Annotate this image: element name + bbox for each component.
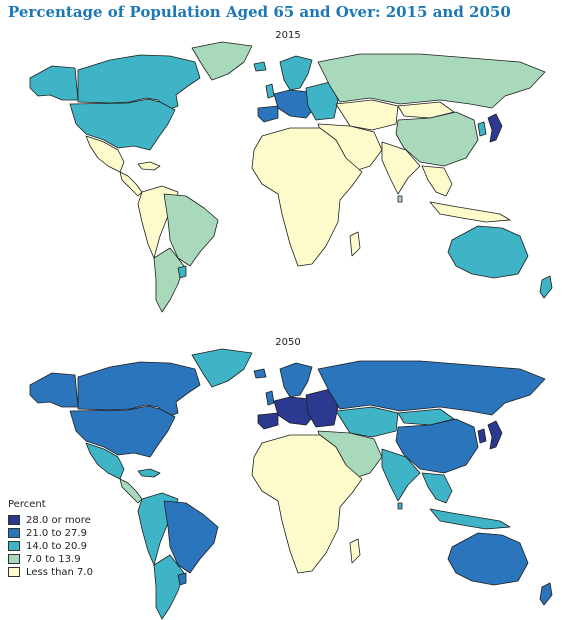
region-korea [477, 428, 487, 444]
region-usa [69, 98, 176, 151]
map-year-label-2050: 2050 [275, 337, 301, 348]
region-caribbean [137, 161, 161, 171]
region-indonesia [429, 508, 511, 530]
legend: Percent 28.0 or more 21.0 to 27.9 14.0 to … [8, 499, 148, 579]
region-greenland [191, 41, 253, 81]
legend-label: Less than 7.0 [26, 566, 93, 578]
region-uk [265, 390, 275, 406]
legend-item: 28.0 or more [8, 514, 148, 526]
legend-item: 21.0 to 27.9 [8, 527, 148, 539]
region-india [381, 448, 421, 502]
legend-swatch [8, 567, 20, 577]
legend-swatch [8, 554, 20, 564]
region-uruguay [177, 572, 187, 586]
region-southern-cone [153, 247, 185, 313]
map-2050 [29, 348, 553, 620]
region-uk [265, 83, 275, 99]
region-indonesia [429, 201, 511, 223]
region-japan [487, 113, 503, 143]
region-brazil [163, 193, 219, 267]
map-2015 [29, 41, 553, 313]
region-scandinavia [279, 362, 313, 398]
legend-swatch [8, 515, 20, 525]
region-madagascar [349, 538, 361, 564]
region-australia [447, 532, 529, 586]
region-brazil [163, 500, 219, 574]
region-alaska [29, 372, 79, 408]
region-uruguay [177, 265, 187, 279]
legend-item: 7.0 to 13.9 [8, 553, 148, 565]
region-iberia [257, 105, 279, 123]
region-southeast-asia [421, 165, 453, 197]
region-southern-cone [153, 554, 185, 620]
region-alaska [29, 65, 79, 101]
region-australia [447, 225, 529, 279]
legend-swatch [8, 541, 20, 551]
region-africa [251, 434, 363, 574]
region-new-zealand [539, 275, 553, 299]
region-iceland [253, 61, 267, 72]
region-scandinavia [279, 55, 313, 91]
region-iberia [257, 412, 279, 430]
region-sri-lanka [397, 502, 403, 510]
region-china [395, 418, 479, 474]
region-new-zealand [539, 582, 553, 606]
region-canada [77, 54, 201, 111]
region-madagascar [349, 231, 361, 257]
region-caribbean [137, 468, 161, 478]
region-usa [69, 405, 176, 458]
region-russia [317, 360, 546, 416]
region-china [395, 111, 479, 167]
legend-title: Percent [8, 499, 46, 510]
legend-label: 14.0 to 20.9 [26, 540, 87, 552]
region-central-america [119, 478, 143, 504]
region-southeast-asia [421, 472, 453, 504]
region-sri-lanka [397, 195, 403, 203]
region-india [381, 141, 421, 195]
chart-title: Percentage of Population Aged 65 and Ove… [8, 3, 511, 21]
region-africa [251, 127, 363, 267]
region-japan [487, 420, 503, 450]
legend-label: 21.0 to 27.9 [26, 527, 87, 539]
region-iceland [253, 368, 267, 379]
region-canada [77, 361, 201, 418]
region-greenland [191, 348, 253, 388]
legend-item: 14.0 to 20.9 [8, 540, 148, 552]
legend-item: Less than 7.0 [8, 566, 148, 578]
legend-swatch [8, 528, 20, 538]
legend-label: 28.0 or more [26, 514, 91, 526]
map-year-label-2015: 2015 [275, 30, 301, 41]
region-russia [317, 53, 546, 109]
legend-label: 7.0 to 13.9 [26, 553, 81, 565]
region-central-america [119, 171, 143, 197]
region-korea [477, 121, 487, 137]
